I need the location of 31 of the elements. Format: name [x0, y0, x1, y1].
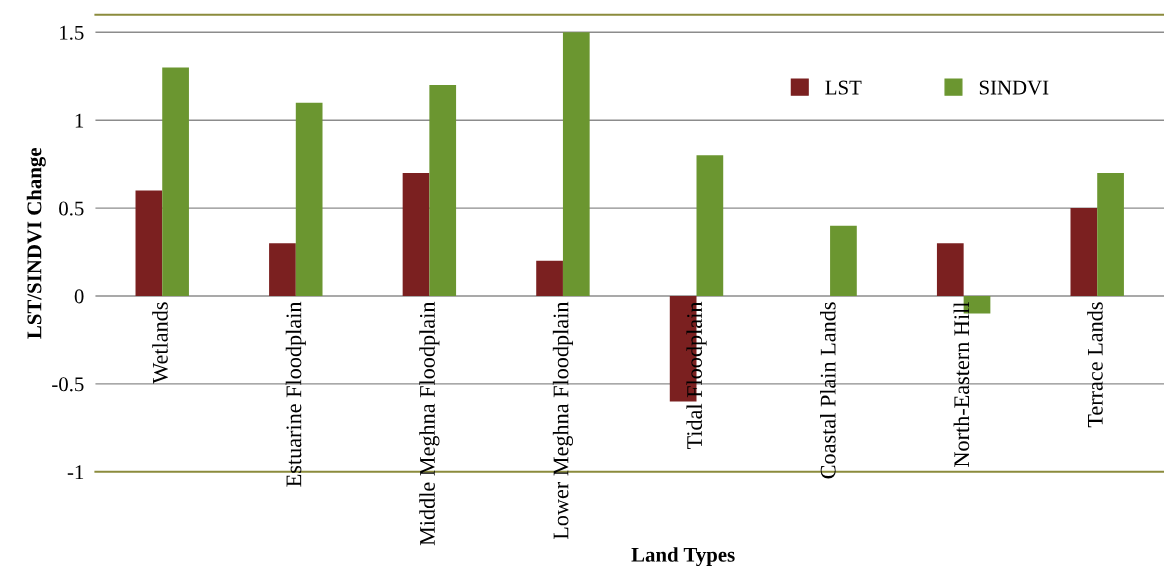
bar — [269, 243, 296, 296]
x-tick-label: Coastal Plain Lands — [820, 302, 836, 479]
x-tick-label: Lower Meghna Floodplain — [552, 301, 574, 540]
bar — [936, 243, 964, 296]
x-tick-label: Terrace Lands — [1087, 302, 1103, 428]
y-axis-title: LST/SINDVI Change — [26, 147, 46, 339]
y-tick-label: -1 — [67, 465, 84, 479]
bar — [1097, 172, 1124, 296]
bar — [1070, 208, 1098, 296]
bar — [830, 225, 857, 296]
x-tick-label: Middle Meghna Floodplain — [419, 301, 440, 546]
bar — [429, 85, 457, 296]
x-tick-label: Tidal Floodplain — [686, 301, 707, 450]
legend-label: SINDVI — [979, 80, 1049, 95]
y-tick-label: 1 — [75, 113, 84, 128]
x-tick-label: North-Eastern Hill — [953, 301, 970, 467]
bar — [162, 67, 189, 296]
y-tick-label: -0.5 — [52, 377, 84, 392]
y-tick-label: 1.5 — [60, 25, 84, 40]
x-axis-title: Land Types — [631, 547, 735, 567]
x-tick-label: Wetlands — [152, 302, 168, 384]
y-tick-label: 0.5 — [59, 201, 84, 216]
y-tick-label: 0 — [74, 289, 84, 304]
legend-label: LST — [825, 80, 862, 95]
x-tick-label: Estuarine Floodplain — [285, 301, 306, 487]
bar — [696, 155, 724, 296]
bar — [135, 190, 163, 296]
bar — [402, 172, 430, 296]
bar — [295, 102, 323, 296]
bar — [562, 32, 590, 296]
bar — [536, 260, 563, 296]
